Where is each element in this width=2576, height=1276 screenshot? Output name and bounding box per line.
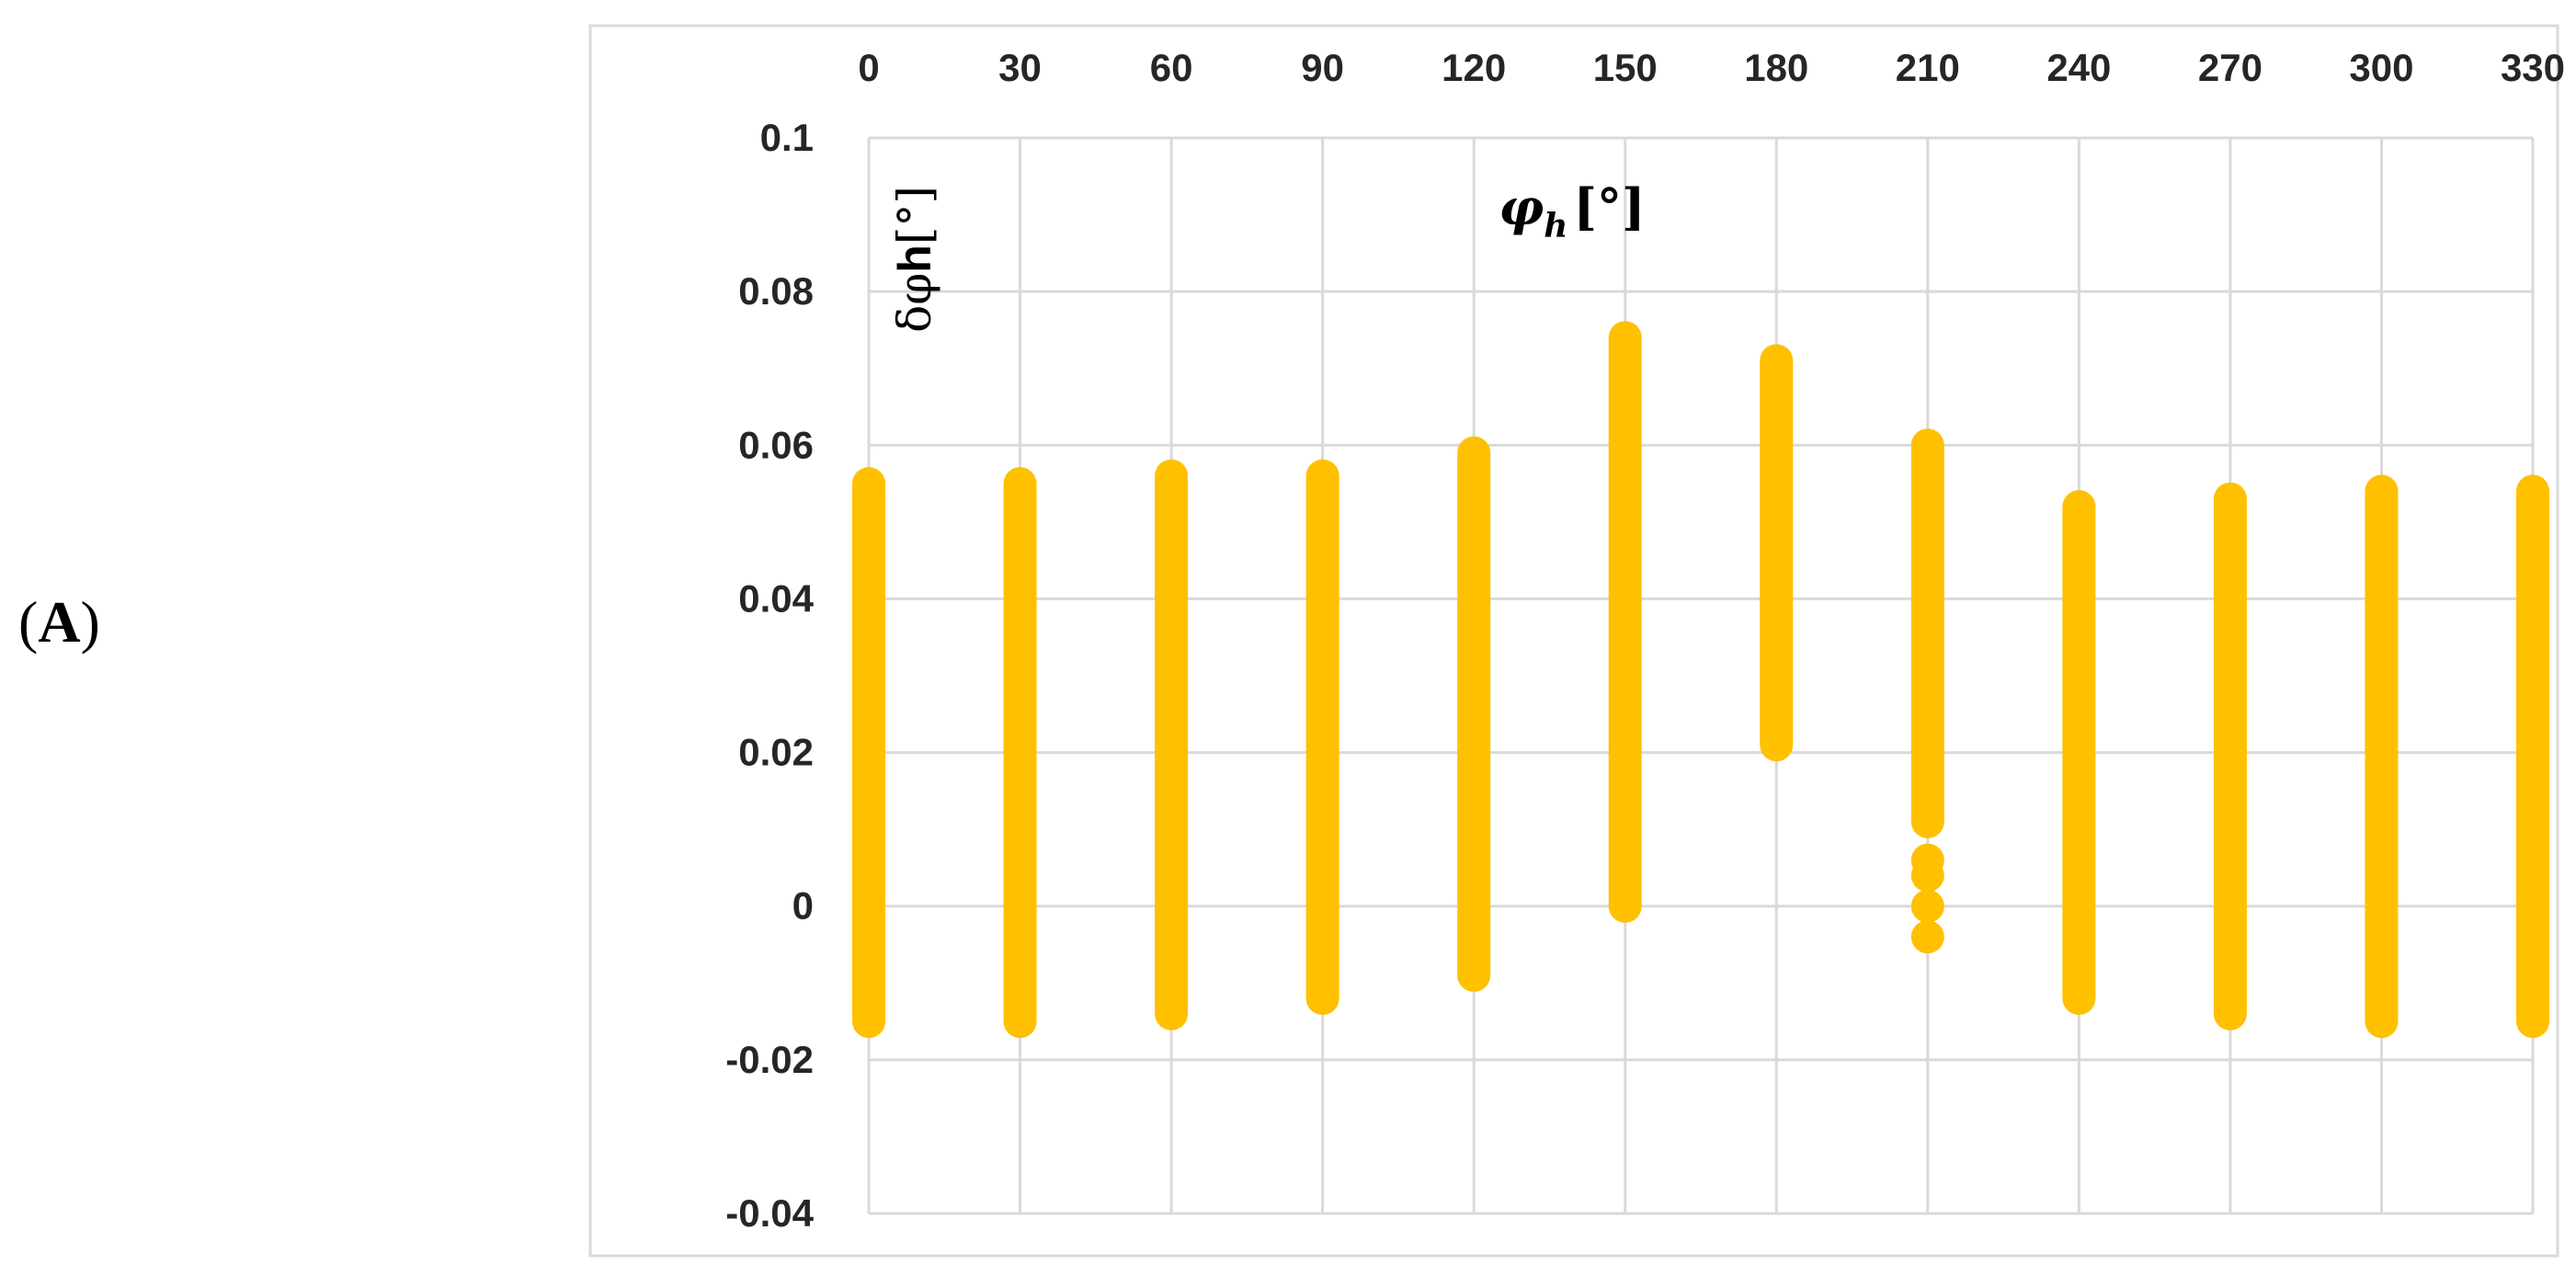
point-column [852, 467, 885, 1039]
y-tick-label: 0.1 [760, 116, 814, 159]
panel-label: (A) [18, 589, 100, 655]
y-tick-labels: -0.04 -0.02 0 0.02 0.04 0.06 0.08 0.1 [725, 116, 814, 1235]
point-column [1457, 436, 1491, 992]
x-tick-label: 210 [1896, 46, 1960, 89]
data-point [1910, 859, 1944, 893]
data-point [1910, 889, 1944, 923]
point-column [2213, 482, 2247, 1031]
point-column [2516, 474, 2549, 1039]
x-tick-label: 60 [1150, 46, 1193, 89]
point-column [1305, 459, 1339, 1015]
x-tick-labels: 0 30 60 90 120 150 180 210 240 270 300 330 [858, 46, 2565, 89]
x-tick-label: 150 [1593, 46, 1658, 89]
y-tick-label: -0.04 [725, 1191, 814, 1235]
point-column [1155, 459, 1189, 1031]
x-tick-label: 90 [1301, 46, 1344, 89]
data-point [1910, 920, 1944, 954]
y-tick-label: 0.04 [738, 576, 814, 620]
x-tick-label: 300 [2349, 46, 2413, 89]
x-tick-label: 0 [858, 46, 879, 89]
y-axis-title: δφh[°] [888, 186, 941, 333]
x-tick-label: 270 [2198, 46, 2263, 89]
x-axis-title: φh [°] [1499, 177, 1645, 245]
point-column [1003, 467, 1037, 1039]
y-tick-label: 0.02 [738, 731, 814, 774]
y-tick-label: -0.02 [725, 1038, 814, 1081]
point-column [1910, 428, 1944, 838]
y-tick-label: 0.06 [738, 423, 814, 466]
point-column [2062, 490, 2096, 1015]
point-column [1608, 321, 1642, 923]
y-tick-label: 0 [792, 884, 814, 928]
data-marks [852, 321, 2549, 1039]
y-tick-label: 0.08 [738, 269, 814, 313]
x-tick-label: 330 [2501, 46, 2565, 89]
x-tick-label: 180 [1744, 46, 1808, 89]
x-tick-label: 30 [998, 46, 1042, 89]
point-column [2365, 474, 2399, 1039]
x-tick-label: 120 [1442, 46, 1506, 89]
point-column [1760, 344, 1794, 762]
x-tick-label: 240 [2046, 46, 2111, 89]
